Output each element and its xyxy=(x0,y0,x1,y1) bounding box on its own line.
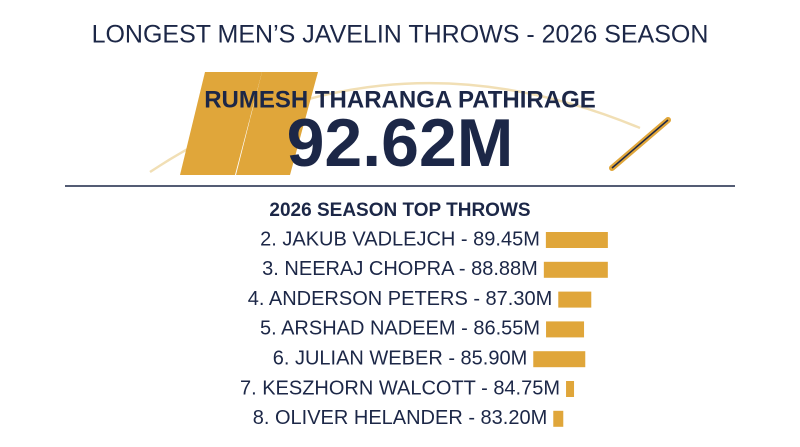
row-text: 8. OLIVER HELANDER - 83.20M xyxy=(253,407,548,429)
row-text: 6. JULIAN WEBER - 85.90M xyxy=(273,347,528,369)
row-bar xyxy=(558,291,592,308)
decoration xyxy=(149,72,671,175)
row-bar xyxy=(546,321,585,338)
row-text: 4. ANDERSON PETERS - 87.30M xyxy=(248,288,553,310)
list: 2. JAKUB VADLEJCH - 89.45M 3. NEERAJ CHOP… xyxy=(240,228,608,429)
row-text: 3. NEERAJ CHOPRA - 88.88M xyxy=(262,258,538,280)
row-text: 5. ARSHAD NADEEM - 86.55M xyxy=(260,318,540,340)
row-bar xyxy=(553,410,564,427)
leader-mark: 92.62M xyxy=(287,105,514,181)
row-text: 2. JAKUB VADLEJCH - 89.45M xyxy=(260,228,540,250)
row-bar xyxy=(543,261,608,278)
row-bar xyxy=(566,381,575,397)
title: LONGEST MEN’S JAVELIN THROWS - 2026 SEAS… xyxy=(92,21,709,49)
row-bar xyxy=(545,232,608,248)
list-title: 2026 SEASON TOP THROWS xyxy=(269,200,530,221)
leader-name: RUMESH THARANGA PATHIRAGE xyxy=(204,86,596,113)
row-text: 7. KESZHORN WALCOTT - 84.75M xyxy=(240,377,560,399)
row-bar xyxy=(533,351,586,368)
